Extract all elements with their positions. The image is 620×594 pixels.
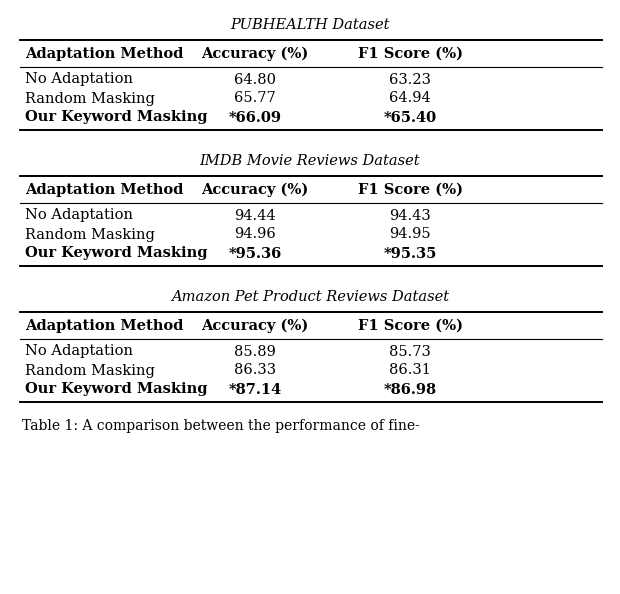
- Text: 64.80: 64.80: [234, 72, 276, 87]
- Text: F1 Score (%): F1 Score (%): [358, 319, 463, 333]
- Text: 85.89: 85.89: [234, 345, 276, 359]
- Text: 63.23: 63.23: [389, 72, 431, 87]
- Text: Accuracy (%): Accuracy (%): [202, 319, 309, 333]
- Text: No Adaptation: No Adaptation: [25, 345, 133, 359]
- Text: Accuracy (%): Accuracy (%): [202, 47, 309, 61]
- Text: Our Keyword Masking: Our Keyword Masking: [25, 383, 208, 397]
- Text: *95.36: *95.36: [228, 247, 281, 261]
- Text: PUBHEALTH Dataset: PUBHEALTH Dataset: [230, 18, 390, 32]
- Text: Adaptation Method: Adaptation Method: [25, 47, 184, 61]
- Text: 86.31: 86.31: [389, 364, 431, 378]
- Text: Table 1: A comparison between the performance of fine-: Table 1: A comparison between the perfor…: [22, 419, 420, 433]
- Text: Random Masking: Random Masking: [25, 91, 155, 106]
- Text: 94.44: 94.44: [234, 208, 276, 223]
- Text: Our Keyword Masking: Our Keyword Masking: [25, 247, 208, 261]
- Text: IMDB Movie Reviews Dataset: IMDB Movie Reviews Dataset: [200, 154, 420, 168]
- Text: 64.94: 64.94: [389, 91, 431, 106]
- Text: *87.14: *87.14: [228, 383, 281, 397]
- Text: Random Masking: Random Masking: [25, 228, 155, 242]
- Text: Random Masking: Random Masking: [25, 364, 155, 378]
- Text: *66.09: *66.09: [229, 110, 281, 125]
- Text: Adaptation Method: Adaptation Method: [25, 183, 184, 197]
- Text: *95.35: *95.35: [383, 247, 436, 261]
- Text: 65.77: 65.77: [234, 91, 276, 106]
- Text: Adaptation Method: Adaptation Method: [25, 319, 184, 333]
- Text: Amazon Pet Product Reviews Dataset: Amazon Pet Product Reviews Dataset: [171, 290, 449, 304]
- Text: No Adaptation: No Adaptation: [25, 72, 133, 87]
- Text: 94.96: 94.96: [234, 228, 276, 242]
- Text: F1 Score (%): F1 Score (%): [358, 183, 463, 197]
- Text: Our Keyword Masking: Our Keyword Masking: [25, 110, 208, 125]
- Text: 86.33: 86.33: [234, 364, 276, 378]
- Text: No Adaptation: No Adaptation: [25, 208, 133, 223]
- Text: F1 Score (%): F1 Score (%): [358, 47, 463, 61]
- Text: 94.43: 94.43: [389, 208, 431, 223]
- Text: *86.98: *86.98: [383, 383, 436, 397]
- Text: *65.40: *65.40: [383, 110, 436, 125]
- Text: 85.73: 85.73: [389, 345, 431, 359]
- Text: Accuracy (%): Accuracy (%): [202, 183, 309, 197]
- Text: 94.95: 94.95: [389, 228, 431, 242]
